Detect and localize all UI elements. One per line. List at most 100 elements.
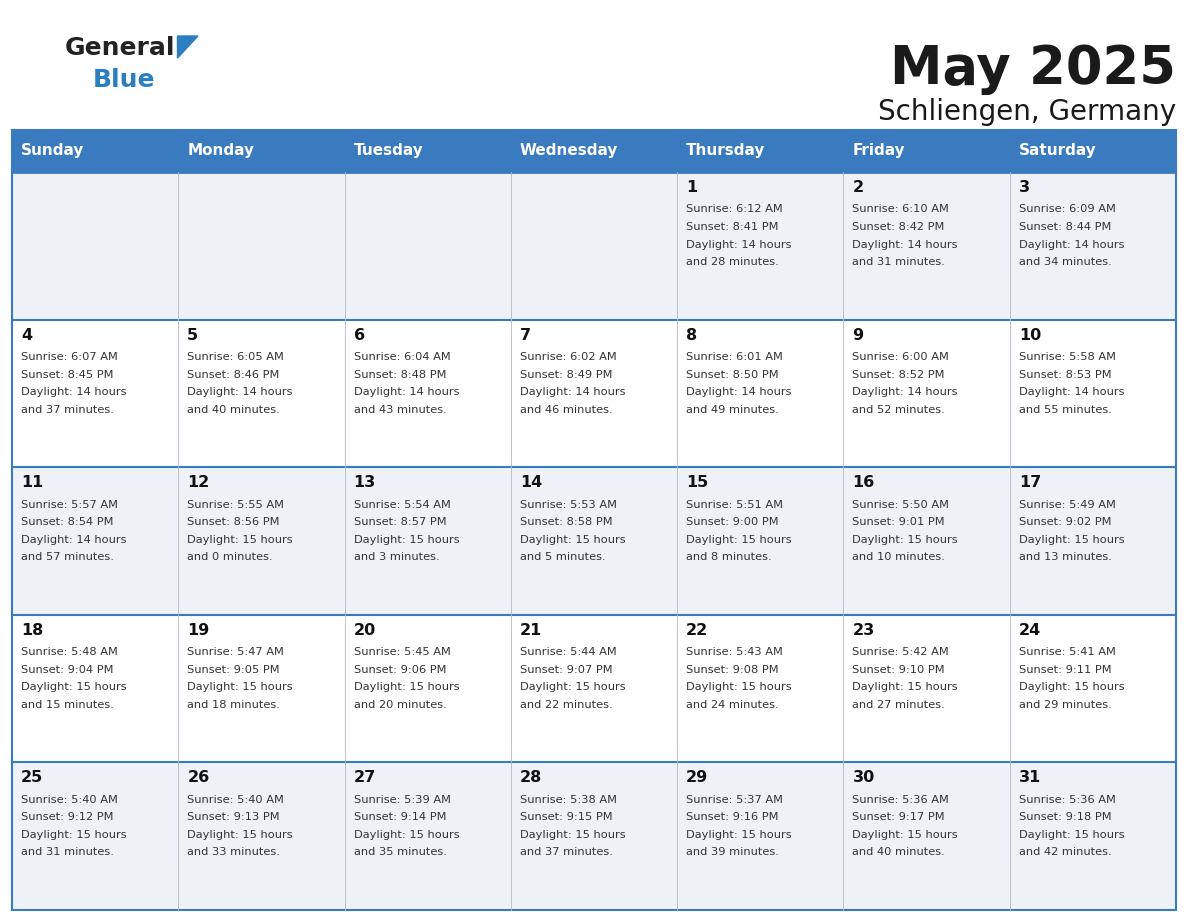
Text: Sunset: 9:14 PM: Sunset: 9:14 PM [354,812,446,823]
Text: Daylight: 15 hours: Daylight: 15 hours [1019,682,1124,692]
Text: Sunrise: 5:42 AM: Sunrise: 5:42 AM [853,647,949,657]
Text: Daylight: 14 hours: Daylight: 14 hours [354,387,459,397]
Text: 10: 10 [1019,328,1041,342]
Text: and 18 minutes.: and 18 minutes. [188,700,280,710]
Text: Daylight: 14 hours: Daylight: 14 hours [687,240,791,250]
Text: 4: 4 [21,328,32,342]
Text: 11: 11 [21,476,43,490]
Text: Sunrise: 5:47 AM: Sunrise: 5:47 AM [188,647,284,657]
Text: Daylight: 15 hours: Daylight: 15 hours [687,534,791,544]
Bar [12,130,178,172]
Text: Sunrise: 5:44 AM: Sunrise: 5:44 AM [520,647,617,657]
Text: Sunset: 8:50 PM: Sunset: 8:50 PM [687,370,779,380]
Text: and 55 minutes.: and 55 minutes. [1019,405,1112,415]
Text: and 15 minutes.: and 15 minutes. [21,700,114,710]
Text: Daylight: 15 hours: Daylight: 15 hours [354,534,460,544]
Text: May 2025: May 2025 [890,43,1176,95]
Text: Daylight: 15 hours: Daylight: 15 hours [188,682,293,692]
Text: Sunset: 9:05 PM: Sunset: 9:05 PM [188,665,280,675]
Text: Sunset: 8:46 PM: Sunset: 8:46 PM [188,370,279,380]
Text: 21: 21 [520,622,542,638]
Text: and 57 minutes.: and 57 minutes. [21,553,114,562]
Text: Sunset: 9:07 PM: Sunset: 9:07 PM [520,665,613,675]
Text: and 40 minutes.: and 40 minutes. [853,847,946,857]
Text: 16: 16 [853,476,874,490]
Text: Monday: Monday [188,143,254,159]
Text: Sunrise: 6:01 AM: Sunrise: 6:01 AM [687,353,783,362]
Text: Daylight: 15 hours: Daylight: 15 hours [687,830,791,840]
Text: and 29 minutes.: and 29 minutes. [1019,700,1112,710]
Text: Sunset: 9:13 PM: Sunset: 9:13 PM [188,812,280,823]
Text: Sunset: 9:18 PM: Sunset: 9:18 PM [1019,812,1111,823]
Text: Sunday: Sunday [21,143,84,159]
Text: Sunrise: 5:43 AM: Sunrise: 5:43 AM [687,647,783,657]
Text: Daylight: 14 hours: Daylight: 14 hours [1019,240,1124,250]
Text: Sunrise: 6:12 AM: Sunrise: 6:12 AM [687,205,783,215]
Text: Daylight: 14 hours: Daylight: 14 hours [21,534,126,544]
Bar [12,172,1176,319]
Text: and 3 minutes.: and 3 minutes. [354,553,440,562]
Text: and 10 minutes.: and 10 minutes. [853,553,946,562]
Text: Daylight: 15 hours: Daylight: 15 hours [520,534,626,544]
Text: Sunset: 8:56 PM: Sunset: 8:56 PM [188,517,280,527]
Text: Daylight: 15 hours: Daylight: 15 hours [520,682,626,692]
Text: Sunrise: 5:45 AM: Sunrise: 5:45 AM [354,647,450,657]
Text: Daylight: 15 hours: Daylight: 15 hours [354,830,460,840]
Text: Daylight: 15 hours: Daylight: 15 hours [1019,830,1124,840]
Text: and 0 minutes.: and 0 minutes. [188,553,273,562]
Text: Daylight: 15 hours: Daylight: 15 hours [853,534,958,544]
Text: 2: 2 [853,180,864,195]
Text: Sunset: 8:44 PM: Sunset: 8:44 PM [1019,222,1111,232]
Text: 26: 26 [188,770,209,786]
Text: Sunrise: 6:09 AM: Sunrise: 6:09 AM [1019,205,1116,215]
Text: Sunset: 8:49 PM: Sunset: 8:49 PM [520,370,612,380]
Text: Sunrise: 5:40 AM: Sunrise: 5:40 AM [188,795,284,805]
Text: and 8 minutes.: and 8 minutes. [687,553,772,562]
Text: Daylight: 15 hours: Daylight: 15 hours [687,682,791,692]
Text: Daylight: 14 hours: Daylight: 14 hours [853,387,958,397]
Text: 7: 7 [520,328,531,342]
Text: Sunset: 9:10 PM: Sunset: 9:10 PM [853,665,944,675]
Bar [345,130,511,172]
Text: Sunset: 8:53 PM: Sunset: 8:53 PM [1019,370,1111,380]
Text: and 34 minutes.: and 34 minutes. [1019,257,1112,267]
Text: Sunrise: 5:48 AM: Sunrise: 5:48 AM [21,647,118,657]
Text: Sunrise: 6:07 AM: Sunrise: 6:07 AM [21,353,118,362]
Text: and 20 minutes.: and 20 minutes. [354,700,447,710]
Text: General: General [65,36,176,60]
Text: Sunrise: 6:04 AM: Sunrise: 6:04 AM [354,353,450,362]
Text: and 31 minutes.: and 31 minutes. [853,257,946,267]
Text: Daylight: 15 hours: Daylight: 15 hours [853,830,958,840]
Text: 17: 17 [1019,476,1041,490]
Text: Sunrise: 5:36 AM: Sunrise: 5:36 AM [1019,795,1116,805]
Text: 8: 8 [687,328,697,342]
Text: Daylight: 14 hours: Daylight: 14 hours [520,387,625,397]
Text: Sunrise: 5:37 AM: Sunrise: 5:37 AM [687,795,783,805]
Text: 3: 3 [1019,180,1030,195]
Text: Daylight: 15 hours: Daylight: 15 hours [853,682,958,692]
Bar [677,130,843,172]
Text: Daylight: 14 hours: Daylight: 14 hours [1019,387,1124,397]
Text: Sunset: 9:08 PM: Sunset: 9:08 PM [687,665,779,675]
Text: Sunrise: 6:10 AM: Sunrise: 6:10 AM [853,205,949,215]
Text: and 13 minutes.: and 13 minutes. [1019,553,1112,562]
Text: Daylight: 14 hours: Daylight: 14 hours [687,387,791,397]
Text: 29: 29 [687,770,708,786]
Text: 1: 1 [687,180,697,195]
Text: Sunset: 8:45 PM: Sunset: 8:45 PM [21,370,114,380]
Text: and 37 minutes.: and 37 minutes. [21,405,114,415]
Text: 27: 27 [354,770,375,786]
Text: and 24 minutes.: and 24 minutes. [687,700,779,710]
Text: Sunrise: 5:36 AM: Sunrise: 5:36 AM [853,795,949,805]
Text: and 46 minutes.: and 46 minutes. [520,405,613,415]
Text: Daylight: 15 hours: Daylight: 15 hours [188,534,293,544]
Text: Sunrise: 6:02 AM: Sunrise: 6:02 AM [520,353,617,362]
Text: Daylight: 15 hours: Daylight: 15 hours [520,830,626,840]
Text: Daylight: 15 hours: Daylight: 15 hours [354,682,460,692]
Text: Daylight: 15 hours: Daylight: 15 hours [21,830,127,840]
Bar [12,615,1176,763]
Text: Sunrise: 5:53 AM: Sunrise: 5:53 AM [520,499,617,509]
Text: and 40 minutes.: and 40 minutes. [188,405,280,415]
Bar [1010,130,1176,172]
Bar [511,130,677,172]
